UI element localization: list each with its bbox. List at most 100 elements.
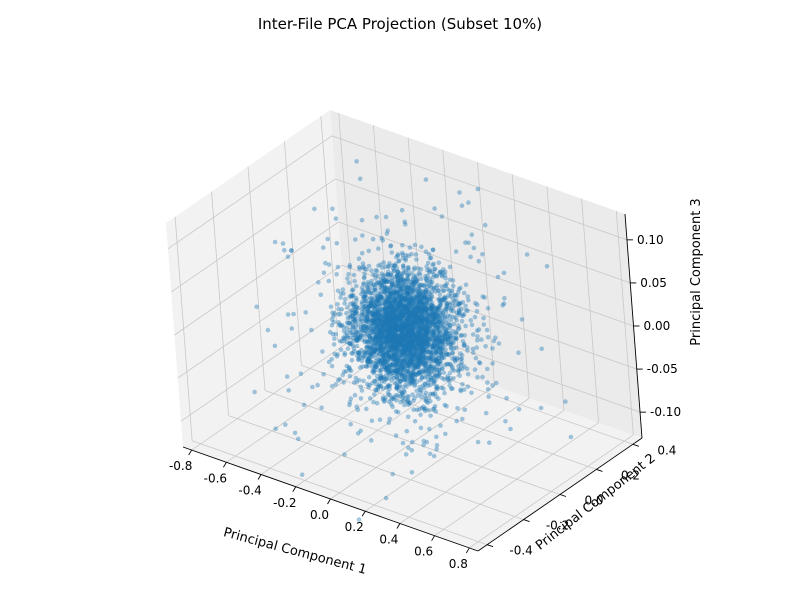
scatter-point <box>381 339 387 345</box>
scatter-point <box>491 338 497 344</box>
scatter-point <box>296 436 301 442</box>
scatter-point <box>422 331 428 337</box>
scatter-point <box>471 245 477 251</box>
scatter-point <box>386 309 392 314</box>
scatter-point <box>388 279 393 285</box>
scatter-point <box>286 388 292 393</box>
scatter-point <box>360 312 366 318</box>
scatter-point <box>426 368 431 374</box>
scatter-point <box>395 269 401 275</box>
scatter-point <box>385 359 391 364</box>
scatter-point <box>400 263 406 268</box>
scatter-point <box>403 324 409 330</box>
scatter-point <box>385 272 391 278</box>
scatter-point <box>393 296 399 302</box>
scatter-point <box>405 278 411 284</box>
scatter-point <box>397 298 402 304</box>
scatter-point <box>377 336 383 341</box>
scatter-point <box>389 353 395 359</box>
scatter-point <box>412 362 418 368</box>
scatter-point <box>398 285 404 290</box>
scatter-point <box>406 344 411 350</box>
scatter-point <box>376 321 382 327</box>
scatter-point <box>404 330 409 336</box>
scatter-point <box>335 264 341 270</box>
scatter-point <box>404 299 409 305</box>
scatter-point <box>424 338 430 344</box>
scatter-point <box>378 383 384 389</box>
scatter-point <box>359 250 365 256</box>
scatter-point <box>496 341 502 346</box>
scatter-point <box>373 388 379 393</box>
scatter-point <box>424 318 430 324</box>
scatter-point <box>376 307 381 312</box>
scatter-point <box>284 374 290 379</box>
scatter-point <box>326 262 332 267</box>
scatter-point <box>347 335 352 341</box>
scatter-point <box>450 278 456 283</box>
scatter-point <box>382 314 388 319</box>
scatter-point <box>395 369 400 374</box>
scatter-point <box>444 351 450 357</box>
scatter-point <box>431 342 437 347</box>
scatter-point <box>419 312 424 317</box>
scatter-point <box>418 372 423 377</box>
scatter-point <box>348 293 354 298</box>
scatter-point <box>416 336 422 342</box>
scatter-point <box>378 343 383 349</box>
scatter-point <box>475 338 480 343</box>
scatter-point <box>391 341 396 346</box>
scatter-point <box>469 390 474 396</box>
scatter-point <box>384 310 390 316</box>
scatter-point <box>405 329 411 334</box>
scatter-point <box>476 360 482 365</box>
scatter-point <box>373 302 379 308</box>
scatter-point <box>382 309 388 314</box>
scatter-point <box>423 273 428 279</box>
scatter-point <box>364 339 370 345</box>
scatter-point <box>364 364 370 369</box>
scatter-point <box>312 206 317 212</box>
scatter-point <box>448 345 454 350</box>
scatter-point <box>382 319 388 324</box>
scatter-point <box>393 409 399 414</box>
scatter-point <box>392 321 398 327</box>
scatter-point <box>417 334 423 340</box>
scatter-point <box>430 247 436 253</box>
scatter-point <box>389 378 394 383</box>
scatter-point <box>411 353 416 358</box>
scatter-point <box>405 356 411 361</box>
scatter-point <box>416 364 421 370</box>
scatter-point <box>393 363 399 368</box>
scatter-point <box>446 293 451 298</box>
scatter-point <box>448 317 454 323</box>
scatter-point <box>400 358 406 364</box>
scatter-point <box>369 346 375 351</box>
scatter-point <box>344 339 350 345</box>
scatter-point <box>462 364 467 369</box>
scatter-point <box>407 323 412 329</box>
scatter-point <box>404 320 410 326</box>
scatter-point <box>437 301 443 306</box>
scatter-point <box>428 377 433 383</box>
scatter-point <box>383 264 388 270</box>
scatter-point <box>378 321 384 327</box>
scatter-point <box>414 334 420 339</box>
scatter-point <box>427 267 433 272</box>
scatter-point <box>432 365 438 370</box>
scatter-point <box>381 329 387 335</box>
scatter-point <box>369 303 374 309</box>
scatter-point <box>439 284 445 289</box>
scatter-point <box>444 302 450 308</box>
scatter-point <box>394 336 400 342</box>
scatter-point <box>389 310 394 316</box>
scatter-point <box>382 356 387 362</box>
scatter-point <box>445 339 451 345</box>
scatter-point <box>394 362 399 367</box>
scatter-point <box>451 376 456 381</box>
scatter-point <box>352 349 357 354</box>
scatter-point <box>392 323 397 329</box>
scatter-point <box>410 289 416 294</box>
scatter-point <box>439 355 445 361</box>
scatter-point <box>427 426 432 432</box>
